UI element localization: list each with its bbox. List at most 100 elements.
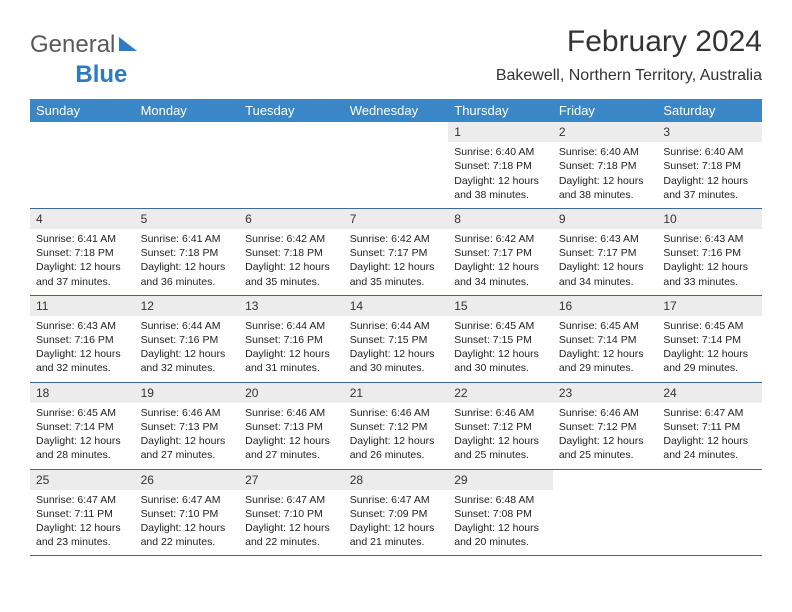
day-details: Sunrise: 6:45 AMSunset: 7:14 PMDaylight:… <box>657 316 762 382</box>
calendar-cell: 3Sunrise: 6:40 AMSunset: 7:18 PMDaylight… <box>657 122 762 208</box>
day-details: Sunrise: 6:47 AMSunset: 7:10 PMDaylight:… <box>135 490 240 556</box>
calendar-cell: 19Sunrise: 6:46 AMSunset: 7:13 PMDayligh… <box>135 382 240 469</box>
day-number: 22 <box>448 383 553 403</box>
day-details: Sunrise: 6:43 AMSunset: 7:16 PMDaylight:… <box>657 229 762 295</box>
calendar-cell: 23Sunrise: 6:46 AMSunset: 7:12 PMDayligh… <box>553 382 658 469</box>
calendar-body: 1Sunrise: 6:40 AMSunset: 7:18 PMDaylight… <box>30 122 762 556</box>
day-number: 15 <box>448 296 553 316</box>
day-details: Sunrise: 6:44 AMSunset: 7:15 PMDaylight:… <box>344 316 449 382</box>
calendar-cell: 28Sunrise: 6:47 AMSunset: 7:09 PMDayligh… <box>344 469 449 556</box>
day-details: Sunrise: 6:45 AMSunset: 7:14 PMDaylight:… <box>553 316 658 382</box>
calendar-cell: 14Sunrise: 6:44 AMSunset: 7:15 PMDayligh… <box>344 295 449 382</box>
brand-logo: General <box>30 31 139 59</box>
day-number: 26 <box>135 470 240 490</box>
day-number: 25 <box>30 470 135 490</box>
calendar-cell: 1Sunrise: 6:40 AMSunset: 7:18 PMDaylight… <box>448 122 553 208</box>
day-number: 21 <box>344 383 449 403</box>
day-details: Sunrise: 6:40 AMSunset: 7:18 PMDaylight:… <box>657 142 762 208</box>
day-details: Sunrise: 6:46 AMSunset: 7:12 PMDaylight:… <box>448 403 553 469</box>
day-number: 9 <box>553 209 658 229</box>
day-details: Sunrise: 6:45 AMSunset: 7:15 PMDaylight:… <box>448 316 553 382</box>
day-details: Sunrise: 6:43 AMSunset: 7:17 PMDaylight:… <box>553 229 658 295</box>
calendar-cell: 4Sunrise: 6:41 AMSunset: 7:18 PMDaylight… <box>30 208 135 295</box>
day-number: 24 <box>657 383 762 403</box>
calendar-cell: 16Sunrise: 6:45 AMSunset: 7:14 PMDayligh… <box>553 295 658 382</box>
day-details: Sunrise: 6:42 AMSunset: 7:18 PMDaylight:… <box>239 229 344 295</box>
day-number: 29 <box>448 470 553 490</box>
day-number: 3 <box>657 122 762 142</box>
day-details: Sunrise: 6:42 AMSunset: 7:17 PMDaylight:… <box>344 229 449 295</box>
calendar-cell <box>239 122 344 208</box>
calendar-cell: 26Sunrise: 6:47 AMSunset: 7:10 PMDayligh… <box>135 469 240 556</box>
brand-part1: General <box>30 31 115 59</box>
calendar-cell: 27Sunrise: 6:47 AMSunset: 7:10 PMDayligh… <box>239 469 344 556</box>
day-details: Sunrise: 6:46 AMSunset: 7:12 PMDaylight:… <box>553 403 658 469</box>
day-details: Sunrise: 6:40 AMSunset: 7:18 PMDaylight:… <box>448 142 553 208</box>
day-details: Sunrise: 6:46 AMSunset: 7:13 PMDaylight:… <box>135 403 240 469</box>
day-details: Sunrise: 6:47 AMSunset: 7:09 PMDaylight:… <box>344 490 449 556</box>
day-details: Sunrise: 6:42 AMSunset: 7:17 PMDaylight:… <box>448 229 553 295</box>
weekday-wednesday: Wednesday <box>344 99 449 122</box>
calendar-cell: 8Sunrise: 6:42 AMSunset: 7:17 PMDaylight… <box>448 208 553 295</box>
calendar-cell: 12Sunrise: 6:44 AMSunset: 7:16 PMDayligh… <box>135 295 240 382</box>
calendar-cell: 2Sunrise: 6:40 AMSunset: 7:18 PMDaylight… <box>553 122 658 208</box>
day-number: 14 <box>344 296 449 316</box>
day-details: Sunrise: 6:47 AMSunset: 7:10 PMDaylight:… <box>239 490 344 556</box>
day-details: Sunrise: 6:45 AMSunset: 7:14 PMDaylight:… <box>30 403 135 469</box>
day-details: Sunrise: 6:46 AMSunset: 7:13 PMDaylight:… <box>239 403 344 469</box>
calendar-cell: 21Sunrise: 6:46 AMSunset: 7:12 PMDayligh… <box>344 382 449 469</box>
calendar-cell: 22Sunrise: 6:46 AMSunset: 7:12 PMDayligh… <box>448 382 553 469</box>
day-number: 20 <box>239 383 344 403</box>
day-details: Sunrise: 6:44 AMSunset: 7:16 PMDaylight:… <box>239 316 344 382</box>
day-number: 17 <box>657 296 762 316</box>
day-number: 1 <box>448 122 553 142</box>
calendar-cell: 17Sunrise: 6:45 AMSunset: 7:14 PMDayligh… <box>657 295 762 382</box>
day-details: Sunrise: 6:43 AMSunset: 7:16 PMDaylight:… <box>30 316 135 382</box>
calendar-row: 11Sunrise: 6:43 AMSunset: 7:16 PMDayligh… <box>30 295 762 382</box>
day-details: Sunrise: 6:40 AMSunset: 7:18 PMDaylight:… <box>553 142 658 208</box>
calendar-cell: 13Sunrise: 6:44 AMSunset: 7:16 PMDayligh… <box>239 295 344 382</box>
day-number: 13 <box>239 296 344 316</box>
brand-triangle-icon <box>119 37 137 51</box>
day-number: 5 <box>135 209 240 229</box>
calendar-cell: 18Sunrise: 6:45 AMSunset: 7:14 PMDayligh… <box>30 382 135 469</box>
calendar-cell: 10Sunrise: 6:43 AMSunset: 7:16 PMDayligh… <box>657 208 762 295</box>
calendar-row: 4Sunrise: 6:41 AMSunset: 7:18 PMDaylight… <box>30 208 762 295</box>
day-number: 18 <box>30 383 135 403</box>
day-number: 27 <box>239 470 344 490</box>
day-number: 4 <box>30 209 135 229</box>
calendar-cell: 15Sunrise: 6:45 AMSunset: 7:15 PMDayligh… <box>448 295 553 382</box>
calendar-cell: 9Sunrise: 6:43 AMSunset: 7:17 PMDaylight… <box>553 208 658 295</box>
calendar-cell <box>657 469 762 556</box>
calendar-cell: 25Sunrise: 6:47 AMSunset: 7:11 PMDayligh… <box>30 469 135 556</box>
calendar-row: 25Sunrise: 6:47 AMSunset: 7:11 PMDayligh… <box>30 469 762 556</box>
calendar-cell: 20Sunrise: 6:46 AMSunset: 7:13 PMDayligh… <box>239 382 344 469</box>
weekday-friday: Friday <box>553 99 658 122</box>
brand-line2: GenBlue <box>30 61 762 89</box>
weekday-saturday: Saturday <box>657 99 762 122</box>
day-number: 12 <box>135 296 240 316</box>
day-number: 7 <box>344 209 449 229</box>
calendar-cell <box>553 469 658 556</box>
day-details: Sunrise: 6:46 AMSunset: 7:12 PMDaylight:… <box>344 403 449 469</box>
weekday-monday: Monday <box>135 99 240 122</box>
weekday-header-row: Sunday Monday Tuesday Wednesday Thursday… <box>30 99 762 122</box>
weekday-tuesday: Tuesday <box>239 99 344 122</box>
day-details: Sunrise: 6:48 AMSunset: 7:08 PMDaylight:… <box>448 490 553 556</box>
calendar-row: 18Sunrise: 6:45 AMSunset: 7:14 PMDayligh… <box>30 382 762 469</box>
day-number: 28 <box>344 470 449 490</box>
calendar-row: 1Sunrise: 6:40 AMSunset: 7:18 PMDaylight… <box>30 122 762 208</box>
weekday-sunday: Sunday <box>30 99 135 122</box>
day-number: 11 <box>30 296 135 316</box>
calendar-cell: 5Sunrise: 6:41 AMSunset: 7:18 PMDaylight… <box>135 208 240 295</box>
calendar-cell: 24Sunrise: 6:47 AMSunset: 7:11 PMDayligh… <box>657 382 762 469</box>
day-number: 2 <box>553 122 658 142</box>
calendar-cell: 7Sunrise: 6:42 AMSunset: 7:17 PMDaylight… <box>344 208 449 295</box>
day-number: 8 <box>448 209 553 229</box>
day-number: 6 <box>239 209 344 229</box>
calendar-cell: 6Sunrise: 6:42 AMSunset: 7:18 PMDaylight… <box>239 208 344 295</box>
calendar-cell: 29Sunrise: 6:48 AMSunset: 7:08 PMDayligh… <box>448 469 553 556</box>
calendar-cell <box>344 122 449 208</box>
month-title: February 2024 <box>496 25 762 59</box>
day-number: 16 <box>553 296 658 316</box>
